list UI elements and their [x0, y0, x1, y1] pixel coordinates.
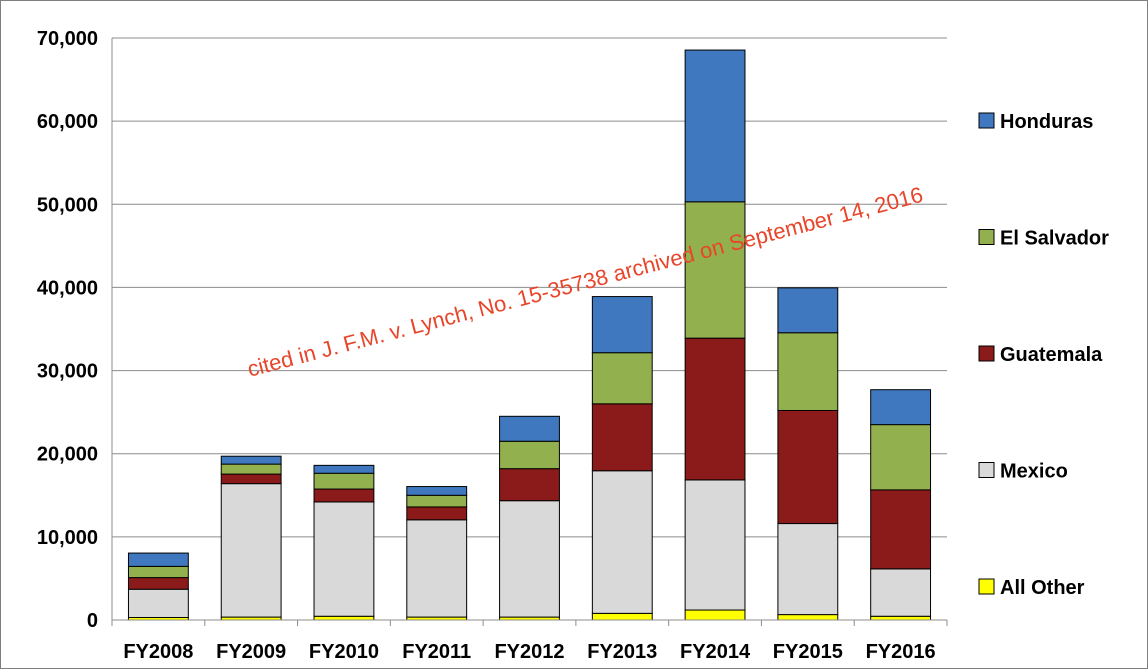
legend-swatch-all-other	[978, 578, 995, 595]
y-tick-label: 10,000	[37, 527, 98, 549]
bar-el-salvador-fy2016	[870, 424, 932, 491]
legend-swatch-el-salvador	[978, 229, 995, 245]
bar-guatemala-fy2013	[591, 403, 653, 472]
y-tick-label: 70,000	[37, 28, 98, 50]
bar-honduras-fy2010	[313, 464, 375, 474]
y-tick-label: 60,000	[37, 111, 98, 133]
bar-guatemala-fy2011	[406, 506, 468, 521]
bar-mexico-fy2009	[220, 483, 282, 618]
bar-mexico-fy2015	[777, 523, 839, 616]
bar-all-other-fy2016	[870, 615, 932, 621]
bar-el-salvador-fy2011	[406, 494, 468, 508]
x-tick-label: FY2009	[216, 641, 286, 663]
bar-honduras-fy2016	[870, 389, 932, 426]
x-tick-label: FY2013	[587, 641, 657, 663]
bar-mexico-fy2013	[591, 470, 653, 614]
y-tick-label: 20,000	[37, 444, 98, 466]
bar-mexico-fy2008	[127, 588, 189, 619]
bar-honduras-fy2015	[777, 287, 839, 334]
legend-swatch-honduras	[978, 112, 995, 129]
bar-mexico-fy2014	[684, 479, 746, 611]
bar-guatemala-fy2014	[684, 337, 746, 481]
bar-honduras-fy2013	[591, 296, 653, 354]
bar-all-other-fy2015	[777, 614, 839, 621]
bars	[127, 49, 932, 621]
x-tick-label: FY2010	[309, 641, 379, 663]
bar-guatemala-fy2016	[870, 489, 932, 570]
bar-mexico-fy2016	[870, 568, 932, 617]
legend-label-el-salvador: El Salvador	[1000, 228, 1109, 250]
bar-el-salvador-fy2009	[220, 463, 282, 475]
bar-honduras-fy2011	[406, 486, 468, 496]
bar-mexico-fy2012	[499, 500, 560, 618]
x-tick-label: FY2011	[402, 641, 471, 663]
y-tick-label: 40,000	[37, 277, 98, 299]
bar-el-salvador-fy2015	[777, 332, 839, 411]
legend-label-honduras: Honduras	[1000, 111, 1093, 133]
bar-el-salvador-fy2012	[499, 440, 560, 470]
bar-honduras-fy2014	[684, 49, 746, 203]
x-tick-label: FY2014	[680, 641, 751, 663]
bar-el-salvador-fy2010	[313, 472, 375, 490]
x-tick-label: FY2015	[773, 641, 843, 663]
legend-label-guatemala: Guatemala	[1000, 344, 1103, 366]
bar-guatemala-fy2009	[220, 473, 282, 485]
legend: Honduras El Salvador Guatemala Mexico All Ot…	[978, 111, 1109, 599]
bar-el-salvador-fy2008	[127, 565, 189, 579]
bar-guatemala-fy2008	[127, 577, 189, 590]
bar-all-other-fy2014	[684, 609, 746, 621]
bar-guatemala-fy2015	[777, 409, 839, 525]
x-tick-label: FY2008	[123, 641, 193, 663]
bar-mexico-fy2011	[406, 519, 468, 618]
legend-swatch-mexico	[978, 462, 995, 478]
y-tick-label: 30,000	[37, 361, 98, 383]
bar-honduras-fy2008	[127, 552, 189, 567]
x-tick-label: FY2012	[494, 641, 564, 663]
bar-guatemala-fy2010	[313, 488, 375, 503]
x-tick-label: FY2016	[866, 641, 936, 663]
bar-all-other-fy2010	[313, 615, 375, 621]
bar-honduras-fy2012	[499, 415, 560, 442]
bar-el-salvador-fy2013	[591, 352, 653, 405]
bar-all-other-fy2013	[591, 612, 653, 621]
y-tick-label: 0	[87, 610, 98, 632]
bar-honduras-fy2009	[220, 455, 282, 465]
legend-label-mexico: Mexico	[1000, 461, 1068, 483]
y-tick-label: 50,000	[37, 194, 98, 216]
bar-el-salvador-fy2014	[684, 201, 746, 339]
bar-guatemala-fy2012	[499, 468, 560, 502]
bar-mexico-fy2010	[313, 501, 375, 617]
axes: 0 10,000 20,000 30,000 40,000 50,000 60,000 70,…	[37, 28, 948, 663]
legend-swatch-guatemala	[978, 345, 995, 362]
legend-label-all-other: All Other	[1000, 577, 1085, 599]
